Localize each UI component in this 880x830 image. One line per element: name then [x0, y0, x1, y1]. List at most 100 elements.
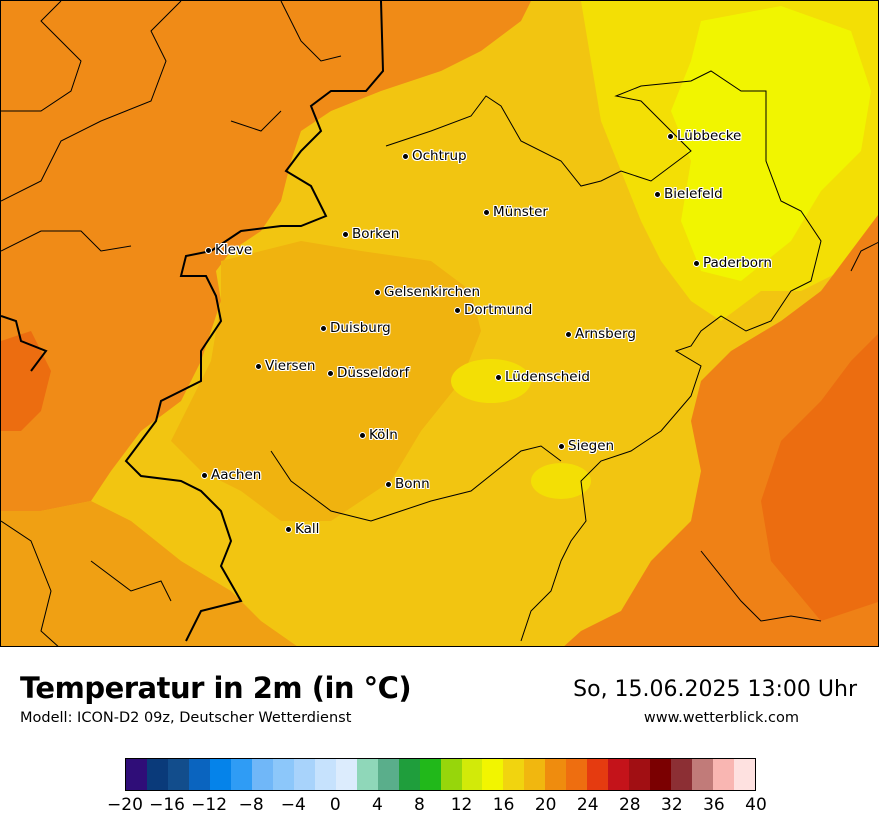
city-marker: Aachen [201, 467, 261, 483]
colorbar-swatch [146, 759, 168, 790]
city-label: Aachen [211, 467, 262, 483]
colorbar-tick-label: −4 [280, 795, 306, 815]
website-url: www.wetterblick.com [643, 710, 799, 726]
city-dot [693, 259, 700, 267]
colorbar-swatch [167, 759, 189, 790]
colorbar-swatch [671, 759, 693, 790]
colorbar-swatch [230, 759, 252, 790]
field-west-hot [1, 331, 51, 431]
map-title: Temperatur in 2m (in °C) [20, 671, 412, 705]
temperature-map: Ochtrup Lübbecke Bielefeld Münster Borke… [0, 0, 879, 647]
colorbar-swatch [650, 759, 672, 790]
field-northeast-bright [671, 6, 871, 281]
city-marker: Köln [359, 427, 398, 443]
city-label: Münster [493, 204, 548, 220]
city-dot [654, 190, 661, 198]
colorbar-tick-label: −16 [149, 795, 186, 815]
city-label: Bielefeld [664, 186, 723, 202]
city-dot [667, 132, 674, 140]
city-dot [558, 442, 565, 450]
city-dot [327, 369, 334, 377]
field-spot-2 [531, 463, 591, 499]
colorbar-swatch [587, 759, 609, 790]
temperature-field [1, 1, 878, 646]
city-marker: Kleve [205, 242, 252, 258]
city-dot [495, 373, 502, 381]
city-marker: Arnsberg [565, 326, 636, 342]
colorbar-swatch [713, 759, 735, 790]
city-label: Lübbecke [677, 128, 742, 144]
colorbar-tick-label: 16 [492, 795, 515, 815]
model-info: Modell: ICON-D2 09z, Deutscher Wetterdie… [20, 710, 352, 726]
colorbar-swatch [524, 759, 546, 790]
city-dot [320, 324, 327, 332]
city-dot [285, 525, 292, 533]
city-marker: Gelsenkirchen [374, 284, 480, 300]
colorbar-swatch [188, 759, 210, 790]
city-label: Ochtrup [412, 148, 467, 164]
city-dot [205, 246, 212, 254]
city-dot [454, 306, 461, 314]
city-label: Borken [352, 226, 400, 242]
colorbar-tick-label: −20 [107, 795, 143, 815]
city-dot [255, 362, 262, 370]
colorbar-swatch [293, 759, 315, 790]
city-label: Lüdenscheid [505, 369, 590, 385]
city-label: Duisburg [330, 320, 391, 336]
colorbar-tick-label: 8 [414, 795, 425, 815]
city-label: Kleve [215, 242, 253, 258]
temperature-colorbar [125, 758, 756, 791]
colorbar-swatch [398, 759, 420, 790]
city-dot [342, 230, 349, 238]
city-label: Arnsberg [575, 326, 636, 342]
city-marker: Ochtrup [402, 148, 467, 164]
colorbar-tick-label: 40 [745, 795, 767, 815]
colorbar-tick-label: −12 [191, 795, 228, 815]
city-label: Gelsenkirchen [384, 284, 481, 300]
colorbar-tick-label: 36 [703, 795, 725, 815]
city-dot [385, 480, 392, 488]
city-label: Viersen [265, 358, 316, 374]
city-label: Paderborn [703, 255, 772, 271]
colorbar-swatch [608, 759, 630, 790]
colorbar-swatch [335, 759, 357, 790]
colorbar-tick-label: 0 [329, 795, 341, 815]
colorbar-swatch [503, 759, 525, 790]
colorbar-tick-label: 20 [534, 795, 557, 815]
city-marker: Lübbecke [667, 128, 741, 144]
colorbar-swatch [692, 759, 714, 790]
colorbar-swatch [545, 759, 567, 790]
colorbar-ticks: −20 −16 −12 −8 −4 0 4 8 12 16 20 24 28 32 36 40 [107, 795, 767, 819]
city-label: Köln [369, 427, 398, 443]
field-spot-1 [451, 359, 531, 403]
colorbar-swatch [629, 759, 651, 790]
city-marker: Siegen [558, 438, 614, 454]
city-dot [402, 152, 409, 160]
colorbar-swatch [461, 759, 483, 790]
city-marker: Bielefeld [654, 186, 723, 202]
city-marker: Dortmund [454, 302, 532, 318]
colorbar-swatch [377, 759, 399, 790]
city-marker: Bonn [385, 476, 430, 492]
city-marker: Düsseldorf [327, 365, 409, 381]
city-marker: Münster [483, 204, 548, 220]
colorbar-tick-label: −8 [238, 795, 264, 815]
city-label: Dortmund [464, 302, 533, 318]
colorbar-tick-label: 28 [618, 795, 641, 815]
colorbar-swatch [272, 759, 294, 790]
city-label: Kall [295, 521, 320, 537]
colorbar-swatch [314, 759, 336, 790]
field-south-warm [1, 501, 297, 646]
colorbar-swatch [356, 759, 378, 790]
city-dot [359, 431, 366, 439]
state-border [1, 1, 385, 642]
colorbar-tick-label: 32 [661, 795, 683, 815]
field-southeast-hot [761, 334, 878, 621]
city-marker: Duisburg [320, 320, 391, 336]
city-marker: Paderborn [693, 255, 772, 271]
city-dot [374, 288, 381, 296]
colorbar-tick-label: 4 [371, 795, 383, 815]
field-west-warm [1, 1, 531, 521]
colorbar-tick-label: 24 [576, 795, 599, 815]
city-label: Düsseldorf [337, 365, 410, 381]
